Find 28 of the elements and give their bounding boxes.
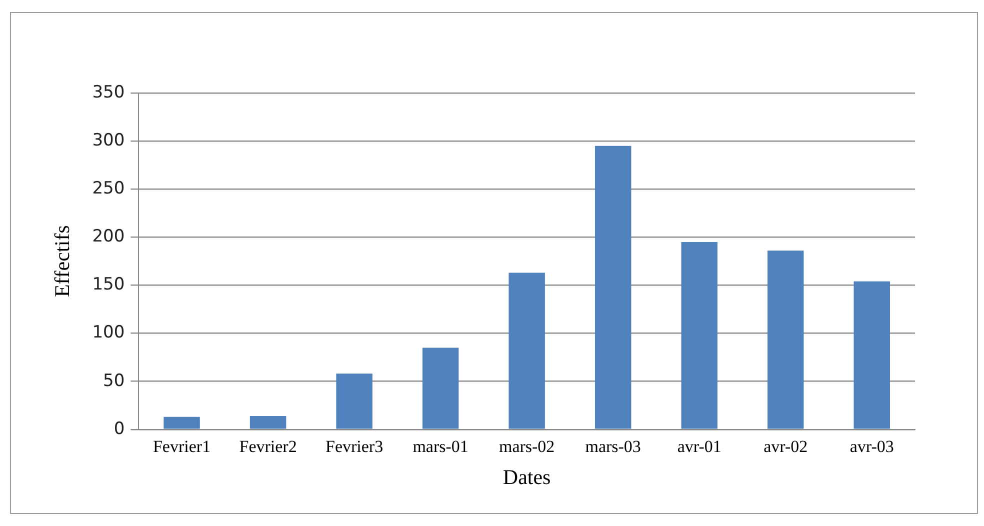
bar xyxy=(854,281,890,429)
bar xyxy=(508,272,545,429)
y-tick-label: 150 xyxy=(92,274,125,295)
y-tick-label: 300 xyxy=(92,130,125,150)
x-tick-label: avr-01 xyxy=(677,437,722,456)
y-tick-label: 350 xyxy=(92,82,125,102)
y-tick-label: 0 xyxy=(114,418,125,439)
y-axis-title: Effectifs xyxy=(50,225,74,298)
bar xyxy=(250,416,286,429)
x-tick-label: mars-01 xyxy=(412,437,468,456)
x-axis-title: Dates xyxy=(502,464,551,489)
bar xyxy=(681,242,718,429)
bar xyxy=(164,416,200,429)
x-tick-label: mars-03 xyxy=(585,437,641,456)
x-tick-label: Fevrier1 xyxy=(152,437,211,456)
bar xyxy=(767,250,804,429)
x-tick-label: mars-02 xyxy=(498,437,555,456)
x-tick-label: Fevrier2 xyxy=(239,437,297,456)
bar xyxy=(336,374,372,429)
x-tick-label: Fevrier3 xyxy=(326,437,384,456)
x-tick-label: avr-02 xyxy=(764,437,808,456)
bar xyxy=(422,348,459,429)
y-tick-label: 100 xyxy=(92,322,125,343)
bar xyxy=(594,146,632,429)
y-tick-label: 250 xyxy=(92,178,125,199)
x-tick-label: avr-03 xyxy=(850,437,894,456)
y-tick-label: 200 xyxy=(92,226,125,247)
y-tick-label: 50 xyxy=(103,370,125,391)
